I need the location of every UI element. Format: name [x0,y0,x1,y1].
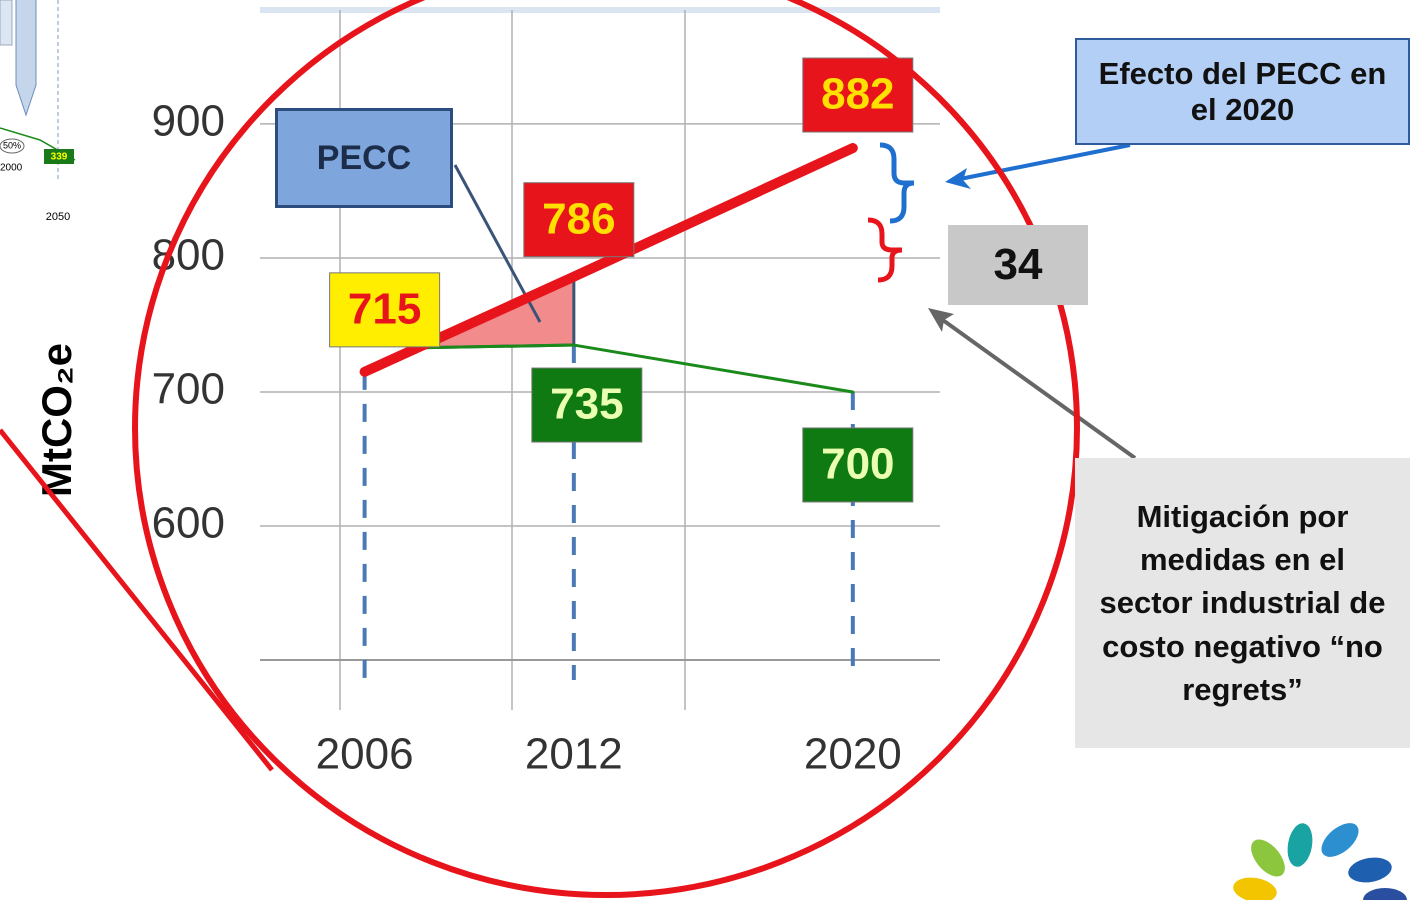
arrow-head [945,168,971,189]
data-label: 700 [821,440,894,489]
pecc-label: PECC [316,138,412,177]
arrow [938,316,1137,460]
data-label: 715 [348,284,421,333]
data-label-box [523,182,635,258]
data-label: 882 [821,70,894,119]
logo [1233,823,1407,900]
data-label-box [329,272,441,348]
x-tick-label: 2006 [316,730,414,779]
arrow-head [928,308,954,332]
thumb-arrow [15,0,37,117]
thumb-bar [0,0,13,46]
gap-box: 34 [948,225,1088,305]
y-tick-label: 700 [152,365,225,414]
mitigation-label: Mitigación por medidas en el sector indu… [1099,498,1386,708]
y-tick-label: 900 [152,97,225,146]
series-line [572,343,855,394]
data-label-box [531,367,643,443]
mitigation-box: Mitigación por medidas en el sector indu… [1075,458,1410,748]
data-label-box [802,57,914,133]
effect-box: Efecto del PECC en el 2020 [1075,38,1410,145]
x-tick-label: 2012 [525,730,623,779]
x-tick-label: 2020 [804,730,902,779]
data-label: 735 [550,380,623,429]
thumb-box [44,149,74,164]
data-label: 786 [542,194,615,243]
brace-red [867,217,903,283]
zoom-line [0,428,274,772]
green-lead [420,343,574,350]
brace-blue [879,142,915,224]
zoom-circle [132,0,1080,898]
thumb-text: 50% [3,140,21,150]
arrow [954,143,1131,182]
gap-label: 34 [993,240,1043,289]
thumb-text: 339 [51,152,68,163]
thumb-text: 2050 [46,211,70,223]
effect-label: Efecto del PECC en el 2020 [1098,55,1387,127]
thumb-text: 2000 [0,163,23,174]
data-label-box [802,427,914,503]
y-axis-label: MtCO₂e [33,343,80,497]
pecc-box: PECC [275,108,453,208]
thumb-oval [0,138,25,154]
y-tick-label: 600 [152,499,225,548]
